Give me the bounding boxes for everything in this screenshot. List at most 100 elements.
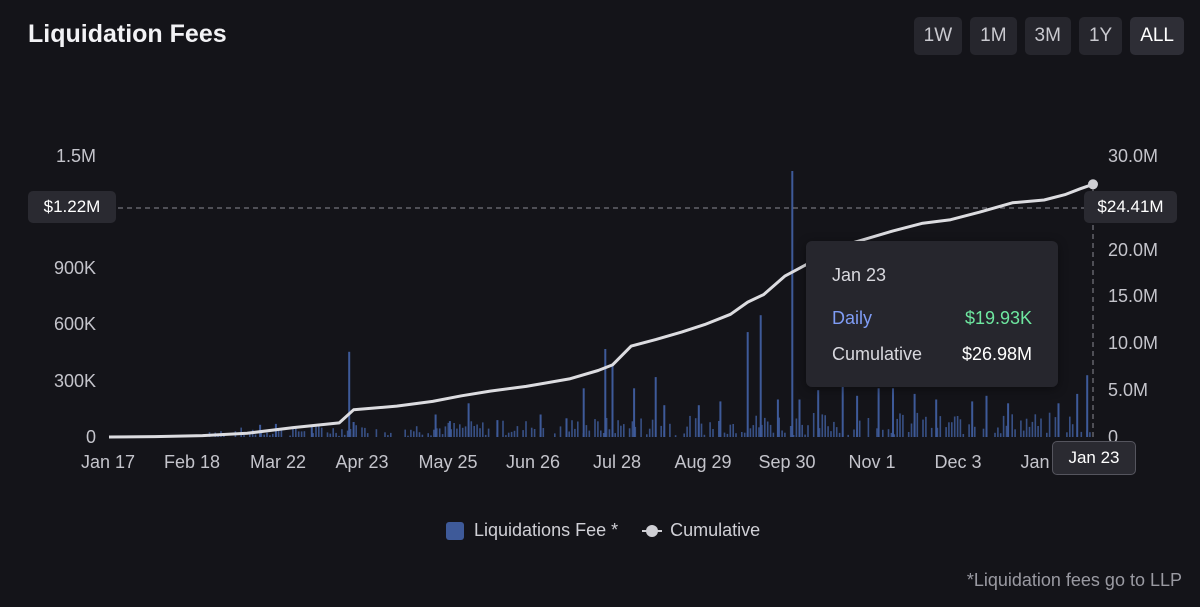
daily-bar-minor (341, 429, 343, 437)
daily-bar-minor (902, 414, 904, 437)
daily-bar-18 (719, 401, 722, 437)
tooltip-cumulative-value: $26.98M (961, 344, 1032, 364)
daily-bar-minor (772, 432, 775, 437)
daily-bar-minor (513, 430, 516, 437)
daily-bar-minor (896, 418, 898, 437)
daily-bar-minor (999, 433, 1002, 437)
daily-bar-minor (628, 428, 631, 437)
x-tick-apr23: Apr 23 (335, 452, 388, 472)
tooltip-daily-row: Daily $19.93K (832, 308, 1032, 329)
daily-bar-minor (453, 423, 455, 437)
daily-bar-minor (295, 426, 297, 437)
daily-bar-minor (303, 431, 306, 437)
y-right-tick-5m: 5.0M (1108, 380, 1148, 400)
daily-bar-minor (1002, 415, 1005, 437)
y-left-tick-600k: 600K (54, 314, 96, 334)
daily-bar-minor (726, 433, 729, 437)
daily-bar-minor (361, 427, 363, 437)
daily-bar-25 (841, 386, 844, 437)
daily-bar-minor (1069, 416, 1071, 437)
daily-bar-minor (1025, 418, 1028, 437)
daily-bar-minor (910, 423, 913, 437)
daily-bar-32 (985, 395, 988, 437)
line-dot-legend-icon (642, 522, 663, 540)
range-1m-button[interactable]: 1M (970, 17, 1017, 55)
daily-bar-minor (669, 423, 671, 437)
daily-bar-minor (1037, 426, 1039, 437)
daily-bar-minor (266, 432, 268, 437)
daily-bar-minor (565, 423, 568, 437)
daily-bar-minor (335, 432, 337, 437)
daily-bar-minor (421, 434, 424, 437)
daily-bar-minor (847, 434, 849, 437)
x-tick-mar22: Mar 22 (250, 452, 306, 472)
daily-bar-minor (542, 428, 545, 437)
daily-bar-minor (522, 430, 524, 437)
range-3m-button[interactable]: 3M (1024, 17, 1071, 55)
daily-bar-minor (600, 430, 602, 437)
daily-bar-minor (554, 433, 556, 437)
daily-bar-minor (459, 424, 461, 437)
daily-bar-minor (502, 420, 504, 437)
daily-bar-minor (346, 430, 349, 437)
daily-bar-minor (300, 431, 303, 437)
daily-bar-minor (956, 416, 959, 437)
legend-bar-label[interactable]: Liquidations Fee * (474, 520, 619, 540)
daily-bar-11 (582, 388, 585, 437)
daily-bar-minor (913, 421, 916, 437)
daily-bar-minor (415, 426, 418, 437)
daily-bar-minor (243, 435, 245, 437)
daily-bar-minor (559, 426, 562, 437)
daily-bar-4 (352, 422, 355, 437)
daily-bar-minor (882, 429, 884, 437)
daily-bar-minor (352, 434, 355, 437)
daily-bar-minor (461, 427, 464, 437)
daily-bar-minor (329, 433, 332, 437)
daily-bar-minor (366, 433, 369, 437)
daily-bar-minor (410, 429, 412, 437)
daily-bar-minor (778, 417, 780, 437)
daily-bar-minor (1086, 430, 1088, 437)
y-right-tick-10m: 10.0M (1108, 333, 1158, 353)
daily-bar-6 (448, 421, 451, 437)
daily-bar-9 (539, 414, 542, 437)
daily-bar-minor (496, 432, 498, 437)
daily-bar-minor (438, 428, 441, 437)
daily-bar-minor (755, 415, 757, 437)
daily-bar-minor (482, 422, 484, 437)
daily-bar-21 (776, 399, 779, 437)
daily-bar-minor (338, 435, 340, 437)
daily-bar-minor (568, 431, 570, 437)
daily-bar-minor (743, 432, 746, 437)
x-tick-feb18: Feb 18 (164, 452, 220, 472)
daily-bar-minor (320, 427, 323, 437)
daily-bar-minor (456, 428, 458, 437)
tooltip-daily-value: $19.93K (964, 308, 1032, 328)
tooltip-cumulative-row: Cumulative $26.98M (832, 344, 1032, 365)
daily-bar-minor (510, 431, 513, 437)
x-tick-dec3: Dec 3 (934, 452, 981, 472)
daily-bar-minor (1054, 417, 1057, 437)
daily-bar-minor (387, 435, 389, 437)
daily-bar-26 (856, 395, 859, 437)
daily-bar-minor (640, 418, 642, 437)
daily-bar-minor (289, 435, 291, 437)
range-1y-button[interactable]: 1Y (1078, 17, 1123, 55)
daily-bar-minor (263, 434, 265, 437)
daily-bar-minor (594, 419, 596, 437)
y-right-tick-0: 0 (1108, 427, 1118, 447)
daily-bar-minor (349, 429, 352, 437)
daily-bar-3 (348, 351, 351, 437)
daily-bar-minor (413, 431, 415, 437)
range-all-button[interactable]: ALL (1130, 17, 1184, 55)
legend-cumulative-item[interactable]: Cumulative (642, 520, 760, 541)
daily-bar-minor (735, 433, 737, 437)
daily-bar-minor (571, 420, 573, 437)
daily-bar-minor (516, 426, 519, 437)
daily-bar-minor (450, 429, 452, 437)
daily-bar-minor (473, 426, 475, 437)
bar-legend-swatch-icon (446, 521, 464, 540)
daily-bar-minor (277, 430, 280, 437)
range-1w-button[interactable]: 1W (913, 17, 963, 55)
